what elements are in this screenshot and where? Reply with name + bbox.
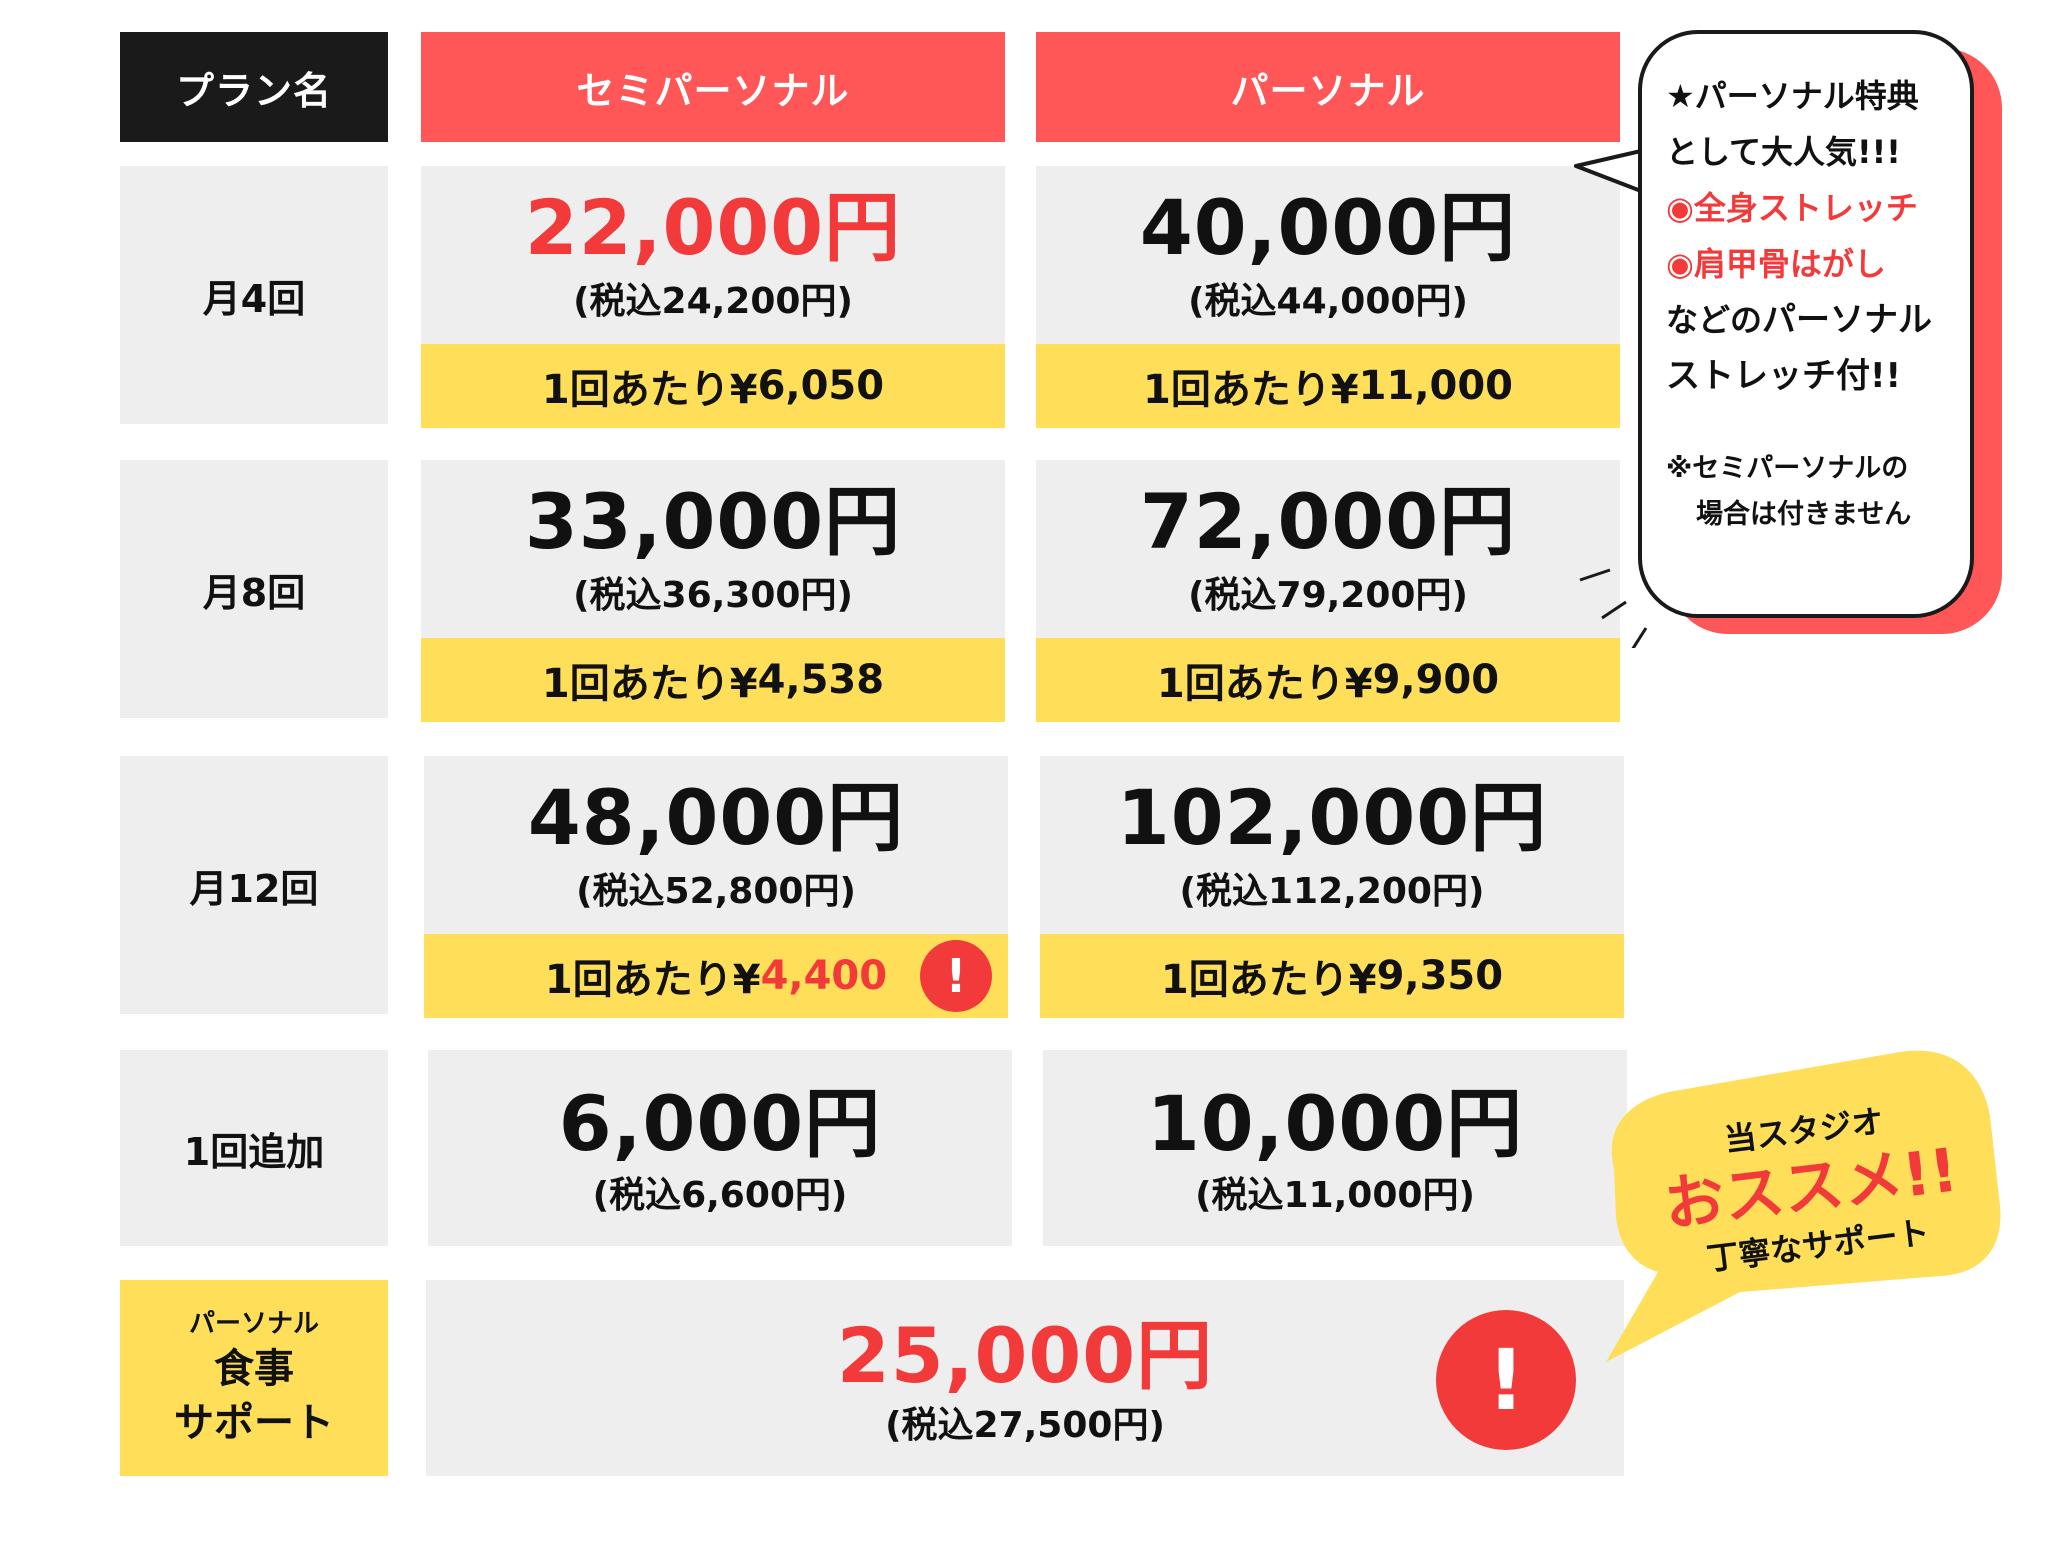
bubble-note: 場合は付きません [1696,499,1912,530]
bubble-note: ※セミパーソナルの [1666,453,1909,484]
row-label-text: 1回追加 [183,1129,325,1174]
row-label-text: 月12回 [189,866,319,911]
tax-price: (税込112,200円) [1179,871,1485,912]
recommend-bubble-shape [1606,1050,2001,1362]
header-semi-personal: セミパーソナル [421,32,1005,142]
per-prefix: 1回あたり¥ [541,367,758,413]
price: 72,000円 [1139,477,1517,566]
per-session-price: 1回あたり¥ 4,538 [421,638,1005,722]
price: 40,000円 [1139,183,1517,272]
row-label-add: 1回追加 [120,1050,388,1246]
per-session-price: 1回あたり¥ 9,900 [1036,638,1620,722]
personal-8-cell: 72,000円 (税込79,200円) 1回あたり¥ 9,900 [1036,460,1620,722]
meal-support-label: パーソナル 食事 サポート [120,1280,388,1476]
tax-price: (税込52,800円) [576,871,856,912]
header-semi-personal-label: セミパーソナル [576,68,850,113]
bubble-line: ◉肩甲骨はがし [1666,245,1886,283]
meal-label-line1: パーソナル [188,1309,319,1339]
row-label-text: 月4回 [202,276,306,321]
price: 33,000円 [524,477,902,566]
per-prefix: 1回あたり¥ [1156,661,1373,707]
row-label-12: 月12回 [120,756,388,1014]
price: 22,000円 [524,183,902,272]
per-session-price: 1回あたり¥ 11,000 [1036,344,1620,428]
meal-label-line3: サポート [174,1400,334,1446]
per-session-price: 1回あたり¥ 6,050 [421,344,1005,428]
bubble-line: などのパーソナル [1666,292,1966,348]
per-value: 9,350 [1376,953,1504,999]
per-session-price: 1回あたり¥ 9,350 [1040,934,1624,1018]
row-label-8: 月8回 [120,460,388,718]
bubble-text-part: パーソナル [1762,300,1933,340]
per-value: 9,900 [1372,657,1500,703]
tax-price: (税込79,200円) [1188,575,1468,616]
personal-add-cell: 10,000円 (税込11,000円) [1043,1050,1627,1246]
bubble-line: ★パーソナル特典 [1666,77,1919,115]
personal-bubble-text: ★パーソナル特典 として大人気!!! ◉全身ストレッチ ◉肩甲骨はがし などのパ… [1666,68,1966,538]
per-value: 6,050 [757,363,885,409]
per-prefix: 1回あたり¥ [1160,957,1377,1003]
bubble-line: ◉全身ストレッチ [1666,189,1918,227]
semi-4-cell: 22,000円 (税込24,200円) 1回あたり¥ 6,050 [421,166,1005,428]
per-session-price: 1回あたり¥ 4,400 [424,934,1008,1018]
row-label-text: 月8回 [202,570,306,615]
price: 102,000円 [1116,773,1548,862]
tax-price: (税込24,200円) [573,281,853,322]
bubble-line: ストレッチ付!! [1666,356,1902,396]
tax-price: (税込27,500円) [885,1405,1165,1446]
header-personal-label: パーソナル [1230,68,1426,113]
header-plan-name-label: プラン名 [175,68,332,113]
per-value: 4,538 [757,657,885,703]
price: 48,000円 [527,773,905,862]
bubble-line: として大人気!!! [1666,133,1901,171]
personal-4-cell: 40,000円 (税込44,000円) 1回あたり¥ 11,000 [1036,166,1620,428]
header-personal: パーソナル [1036,32,1620,142]
tax-price: (税込6,600円) [592,1175,848,1216]
per-value: 4,400 [760,953,888,999]
alert-icon: ! [1436,1310,1576,1450]
semi-12-cell: 48,000円 (税込52,800円) 1回あたり¥ 4,400 ! [424,756,1008,1018]
per-prefix: 1回あたり¥ [544,957,761,1003]
per-prefix: 1回あたり¥ [1142,367,1359,413]
meal-support-cell: 25,000円 (税込27,500円) ! [426,1280,1624,1476]
personal-bubble-shape [1574,30,2002,648]
price: 25,000円 [836,1311,1214,1400]
price: 10,000円 [1146,1079,1524,1168]
alert-icon: ! [920,940,992,1012]
personal-12-cell: 102,000円 (税込112,200円) 1回あたり¥ 9,350 [1040,756,1624,1018]
per-prefix: 1回あたり¥ [541,661,758,707]
per-value: 11,000 [1358,363,1514,409]
tax-price: (税込36,300円) [573,575,853,616]
meal-label-line2: 食事 [214,1346,294,1392]
semi-add-cell: 6,000円 (税込6,600円) [428,1050,1012,1246]
row-label-4: 月4回 [120,166,388,424]
header-plan-name: プラン名 [120,32,388,142]
semi-8-cell: 33,000円 (税込36,300円) 1回あたり¥ 4,538 [421,460,1005,722]
price: 6,000円 [558,1079,882,1168]
tax-price: (税込44,000円) [1188,281,1468,322]
tax-price: (税込11,000円) [1195,1175,1475,1216]
bubble-text-part: などの [1666,301,1763,339]
